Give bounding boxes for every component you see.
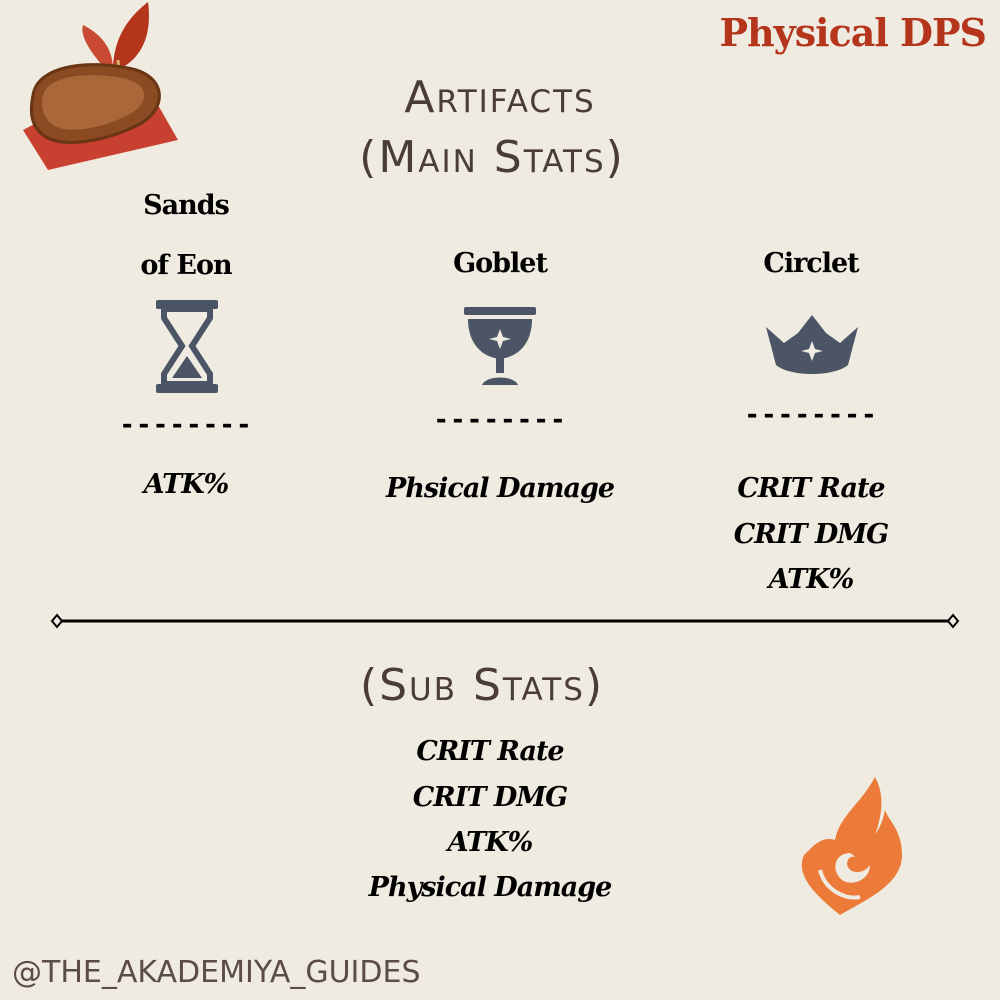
pyro-element-icon	[801, 777, 902, 915]
slot-label: Circlet	[763, 248, 859, 279]
main-stat-value: ATK%	[768, 564, 855, 595]
watermark-handle: @THE_AKADEMIYA_GUIDES	[12, 955, 421, 990]
page-subtitle: (Main Stats)	[359, 132, 625, 183]
sub-stat-value: CRIT Rate	[416, 736, 564, 767]
divider-dashes: --------	[744, 400, 878, 430]
sub-stat-value: ATK%	[447, 827, 534, 858]
slot-label: of Eon	[140, 250, 232, 281]
main-stat-value: CRIT DMG	[733, 519, 889, 550]
hourglass-icon	[156, 300, 218, 393]
role-title: Physical DPS	[719, 10, 987, 55]
steak-food-icon	[23, 2, 178, 170]
sub-stat-value: Physical Damage	[368, 872, 613, 903]
divider-dashes: --------	[433, 405, 567, 435]
substats-title: (Sub Stats)	[359, 660, 605, 711]
sub-stat-value: CRIT DMG	[412, 782, 568, 813]
slot-label: Sands	[143, 190, 230, 221]
page-title: Artifacts	[404, 72, 596, 123]
goblet-icon	[464, 307, 536, 385]
main-stat-value: ATK%	[143, 469, 230, 500]
divider-dashes: --------	[119, 410, 253, 440]
main-stat-value: Phsical Damage	[385, 473, 615, 504]
slot-label: Goblet	[453, 248, 548, 279]
crown-icon	[766, 315, 858, 374]
main-stat-value: CRIT Rate	[737, 473, 885, 504]
section-divider	[50, 613, 960, 629]
